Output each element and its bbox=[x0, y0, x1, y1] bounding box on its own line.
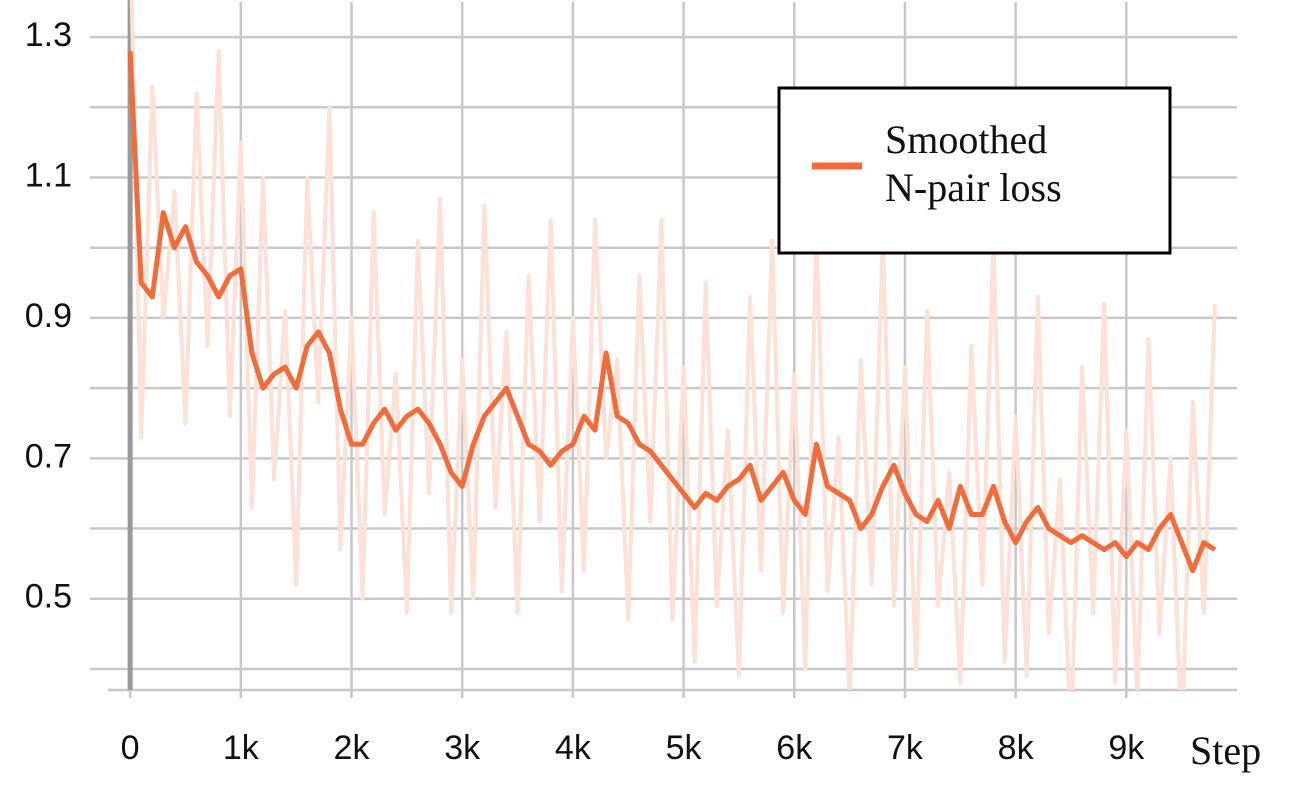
y-tick-label: 1.1 bbox=[25, 156, 72, 194]
x-tick-label: 9k bbox=[1108, 729, 1145, 767]
x-tick-label: 3k bbox=[444, 729, 481, 767]
x-tick-label: 0 bbox=[121, 729, 140, 767]
series-line bbox=[129, 0, 1217, 690]
y-tick-label: 1.3 bbox=[25, 16, 72, 54]
x-tick-label: 1k bbox=[223, 729, 260, 767]
plot-area bbox=[127, 0, 1217, 690]
x-tick-label: 2k bbox=[334, 729, 371, 767]
x-tick-label: 8k bbox=[998, 729, 1035, 767]
x-tick-label: 6k bbox=[776, 729, 813, 767]
y-tick-label: 0.9 bbox=[25, 297, 72, 335]
y-tick-label: 0.7 bbox=[25, 437, 72, 475]
series-line bbox=[127, 50, 1217, 574]
x-tick-label: 5k bbox=[666, 729, 703, 767]
x-axis-label: Step bbox=[1190, 728, 1261, 773]
legend-label-box: Smoothed N-pair loss bbox=[885, 117, 1062, 210]
x-tick-label: 7k bbox=[887, 729, 924, 767]
x-tick-label: 4k bbox=[555, 729, 592, 767]
legend-label: Smoothed N-pair loss bbox=[885, 117, 1062, 210]
legend-box bbox=[777, 86, 1172, 255]
y-tick-label: 0.5 bbox=[25, 578, 72, 616]
